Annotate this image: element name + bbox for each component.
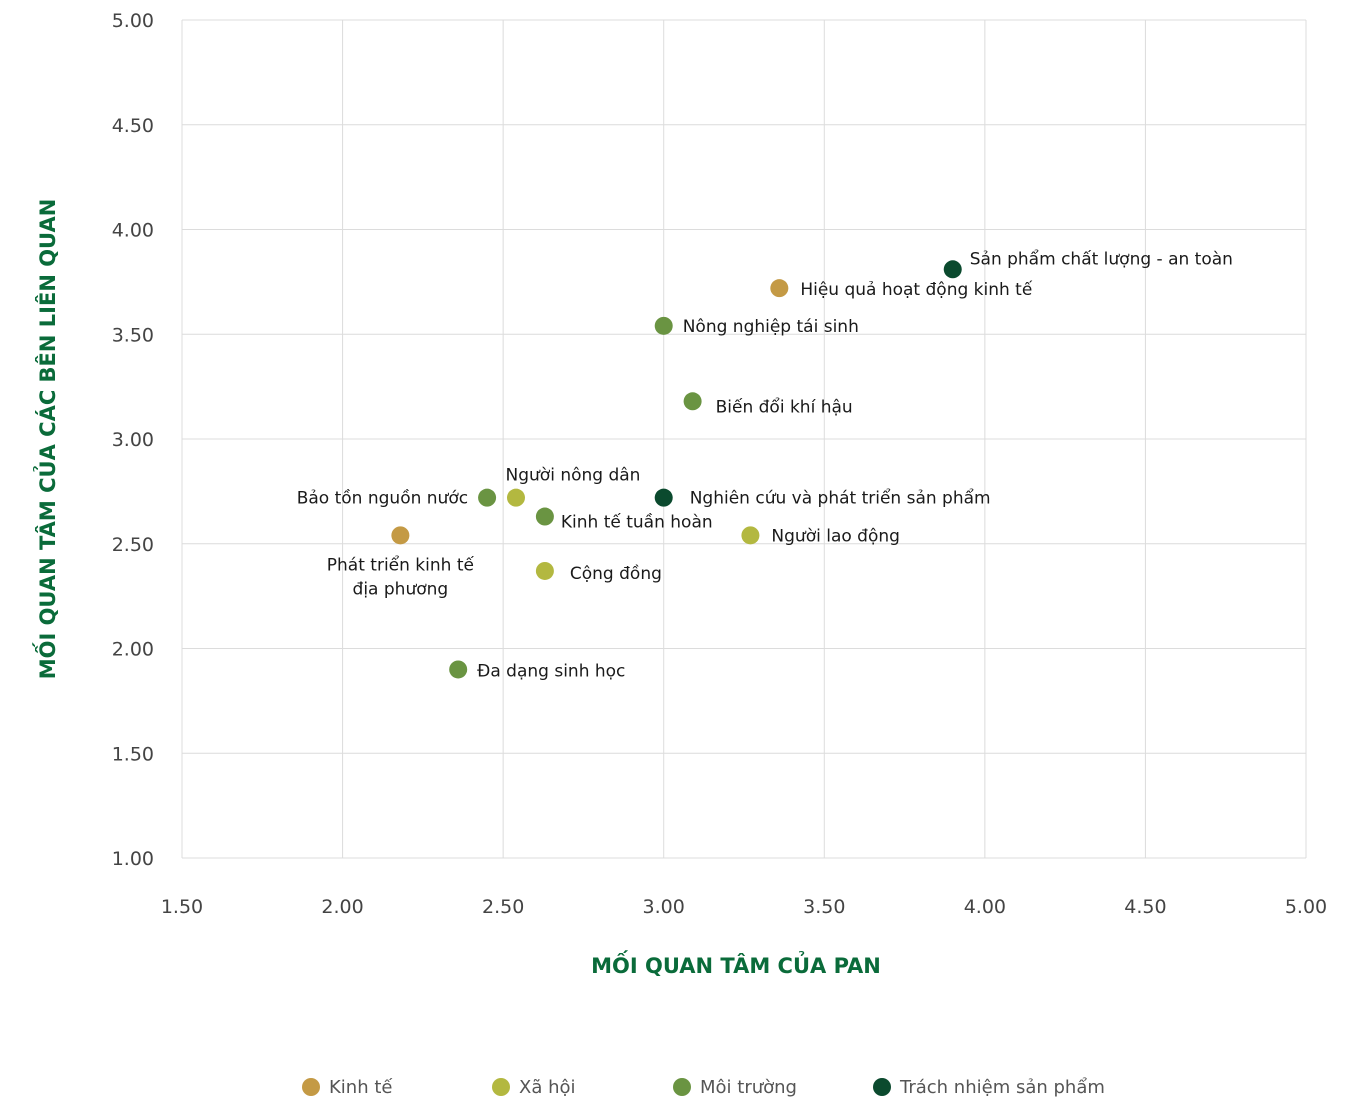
y-tick-label: 3.00 (112, 429, 154, 451)
x-tick-label: 4.50 (1124, 896, 1166, 918)
data-points (391, 260, 962, 679)
point-label: Cộng đồng (570, 563, 662, 584)
x-tick-label: 3.50 (803, 896, 845, 918)
legend-swatch (673, 1078, 691, 1096)
data-point (391, 526, 410, 545)
legend-swatch (302, 1078, 320, 1096)
y-tick-label: 3.50 (112, 324, 154, 346)
y-tick-label: 2.50 (112, 534, 154, 556)
data-point (654, 488, 673, 507)
data-point (535, 561, 554, 580)
data-point (506, 488, 525, 507)
y-tick-label: 5.00 (112, 10, 154, 32)
point-label: Nghiên cứu và phát triển sản phẩm (690, 488, 991, 509)
x-tick-label: 5.00 (1285, 896, 1327, 918)
data-point (770, 279, 789, 298)
y-tick-label: 4.50 (112, 115, 154, 137)
legend-swatch (873, 1078, 891, 1096)
data-point (741, 526, 760, 545)
point-label: Hiệu quả hoạt động kinh tế (800, 279, 1033, 300)
y-tick-label: 1.50 (112, 743, 154, 765)
point-label: Phát triển kinh tế địa phương (327, 554, 475, 599)
y-tick-label: 4.00 (112, 220, 154, 242)
point-label: Biến đổi khí hậu (716, 396, 853, 417)
legend-label: Kinh tế (329, 1077, 393, 1098)
point-label: Người lao động (771, 526, 900, 546)
data-point (449, 660, 468, 679)
point-label: Nông nghiệp tái sinh (683, 317, 859, 337)
x-axis-ticks: 1.50 2.00 2.50 3.00 3.50 4.00 4.50 5.00 (161, 896, 1327, 918)
x-tick-label: 4.00 (964, 896, 1006, 918)
x-tick-label: 1.50 (161, 896, 203, 918)
x-axis-title: MỐI QUAN TÂM CỦA PAN (591, 950, 881, 978)
y-tick-label: 1.00 (112, 848, 154, 870)
x-tick-label: 2.50 (482, 896, 524, 918)
y-axis-ticks: 1.00 1.50 2.00 2.50 3.00 3.50 4.00 4.50 5.00 (112, 10, 154, 870)
data-point (943, 260, 962, 279)
legend-swatch (492, 1078, 510, 1096)
data-point (683, 392, 702, 411)
point-labels: Hiệu quả hoạt động kinh tế Phát triển kin… (297, 248, 1233, 681)
x-tick-label: 3.00 (643, 896, 685, 918)
point-label: Kinh tế tuần hoàn (561, 512, 713, 533)
point-label: Người nông dân (506, 466, 641, 486)
data-point (535, 507, 554, 526)
data-point (478, 488, 497, 507)
legend-label: Môi trường (700, 1077, 797, 1098)
point-label: Sản phẩm chất lượng - an toàn (970, 248, 1233, 269)
y-tick-label: 2.00 (112, 639, 154, 661)
legend: Kinh tế Xã hội Môi trường Trách nhiệm sản p… (302, 1077, 1105, 1098)
legend-label: Xã hội (519, 1077, 576, 1098)
grid-lines (181, 19, 1307, 859)
y-axis-title: MỐI QUAN TÂM CỦA CÁC BÊN LIÊN QUAN (32, 199, 60, 680)
point-label: Đa dạng sinh học (477, 661, 625, 681)
x-tick-label: 2.00 (321, 896, 363, 918)
legend-label: Trách nhiệm sản phẩm (899, 1077, 1105, 1098)
point-label: Bảo tồn nguồn nước (297, 488, 468, 509)
data-point (654, 316, 673, 335)
